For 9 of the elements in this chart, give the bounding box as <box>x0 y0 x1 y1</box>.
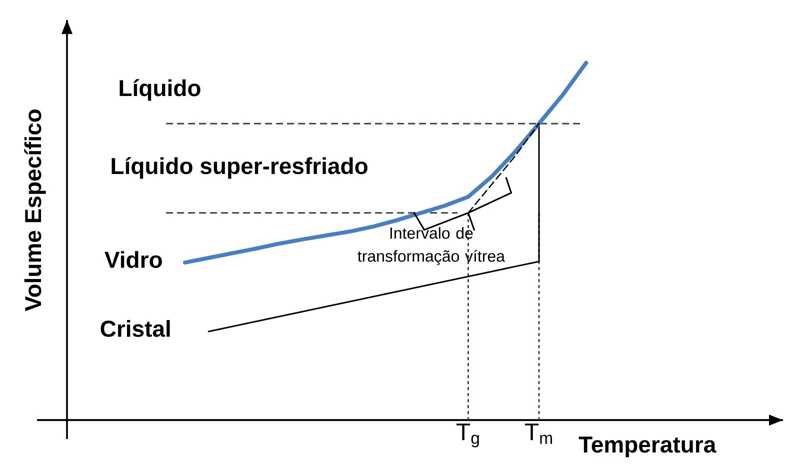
x-tick-label: T$_{m}$ <box>524 424 552 444</box>
series-label: Cristal <box>100 320 170 337</box>
annotation: Líquido super-resfriado <box>112 157 368 179</box>
series-label: Vidro <box>104 251 162 268</box>
x-tick-label: T$_{g}$ <box>456 424 479 448</box>
annotation: Intervalo de transformação vítrea <box>358 227 506 266</box>
x-axis-title: Temperatura <box>578 436 716 458</box>
y-axis-title: Volume Específico <box>24 110 46 312</box>
annotation: Líquido <box>120 79 200 101</box>
